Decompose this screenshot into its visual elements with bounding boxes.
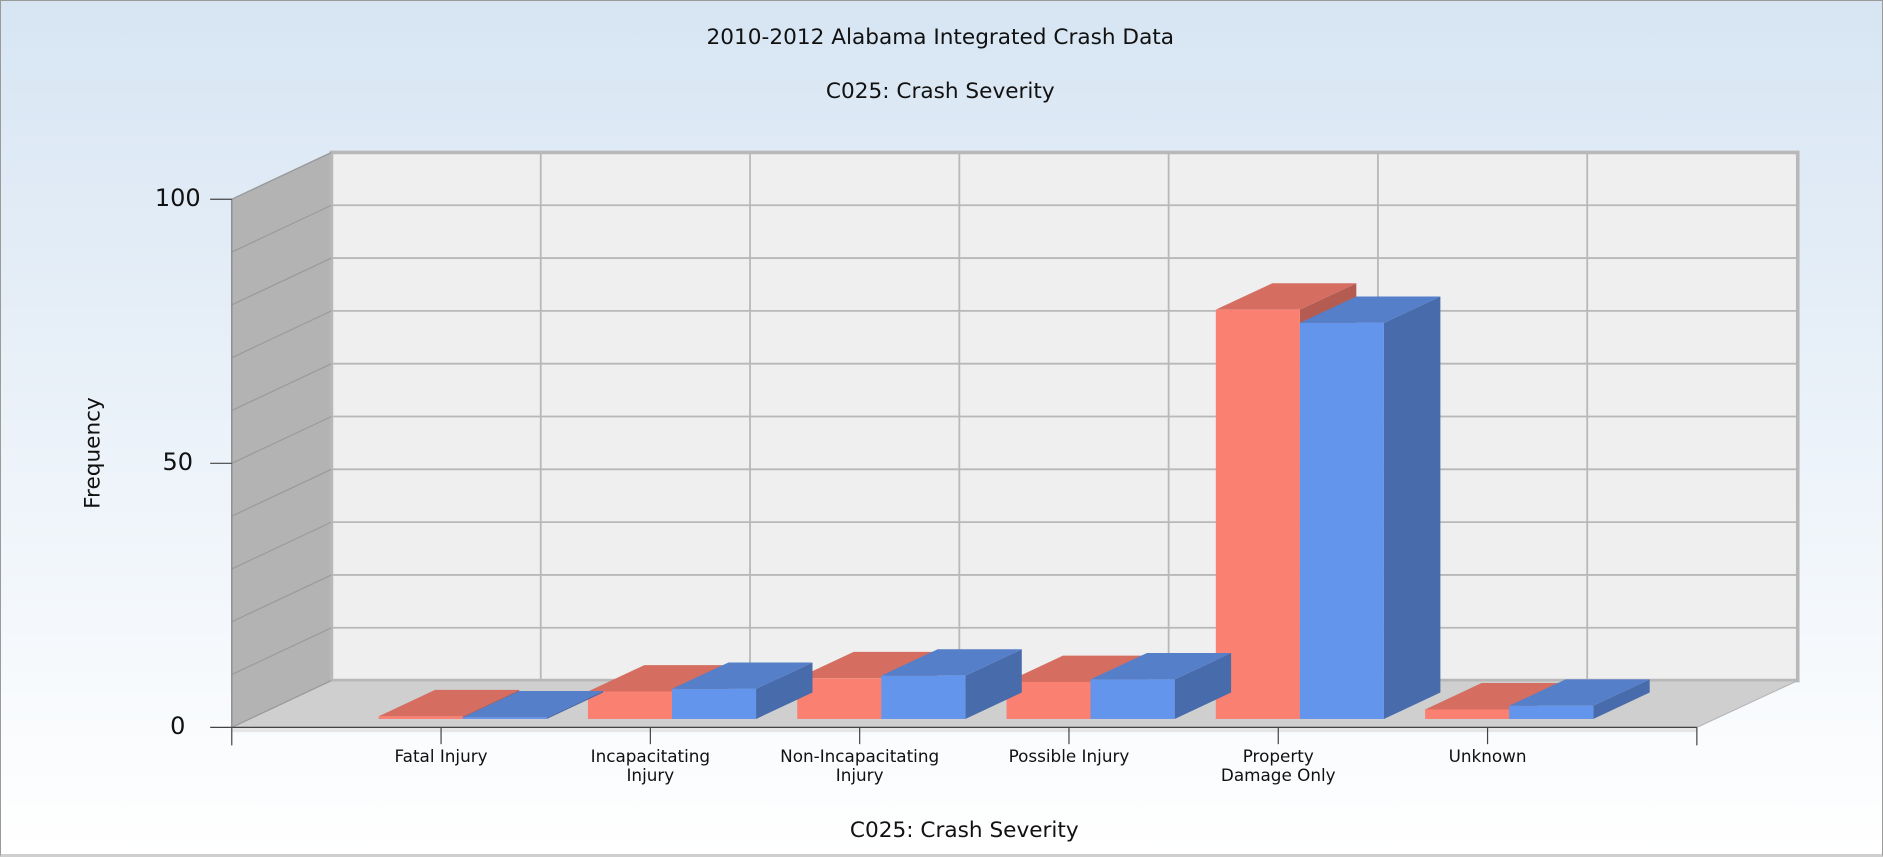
bar-front: [1215, 309, 1300, 719]
chart-title: 2010-2012 Alabama Integrated Crash Data: [706, 25, 1175, 51]
bar-side: [756, 662, 813, 719]
grid-line: [231, 468, 332, 517]
grid-line: [231, 521, 332, 570]
bar-front: [881, 675, 966, 719]
x-tick-label: Fatal Injury: [394, 745, 488, 766]
chart-subtitle: C025: Crash Severity: [825, 79, 1055, 105]
bar-top: [462, 690, 604, 718]
bar: [671, 662, 813, 719]
grid-line: [231, 363, 332, 412]
y-axis-label: Frequency: [80, 396, 106, 509]
bar-front: [671, 688, 757, 719]
grid-line: [231, 627, 332, 676]
bar-front: [1509, 705, 1594, 719]
x-tick-label: Non-Incapacitating Injury: [780, 745, 940, 786]
bar-front: [1299, 322, 1384, 719]
x-tick-label: Possible Injury: [1008, 745, 1130, 766]
grid-line: [231, 151, 332, 200]
bar-top: [1299, 296, 1441, 323]
grid-line: [231, 680, 332, 728]
bar-front: [462, 717, 547, 719]
grid-line: [231, 310, 332, 359]
bar-front: [1090, 679, 1175, 719]
bar: [1090, 652, 1232, 719]
bar-side: [546, 690, 604, 719]
floor-edge: [231, 727, 1697, 733]
bar-top: [671, 662, 813, 689]
x-tick-label: Unknown: [1448, 745, 1527, 766]
bar-side: [1593, 679, 1650, 719]
grid-line: [231, 257, 332, 306]
x-axis-label: C025: Crash Severity: [849, 818, 1079, 843]
bar-top: [587, 665, 729, 692]
bar-front: [1425, 709, 1510, 719]
grid-line: [231, 415, 332, 464]
y-tick-label: 0: [170, 712, 186, 741]
bar-top: [1215, 283, 1357, 310]
bar-top: [1509, 679, 1650, 706]
bar-top: [1006, 655, 1148, 682]
y-tick-label: 100: [154, 183, 201, 212]
grid-line: [231, 204, 332, 253]
bar-top: [1425, 683, 1566, 710]
bar-side: [1383, 296, 1441, 719]
x-tick-label: Incapacitating Injury: [590, 745, 711, 786]
bar: [1509, 679, 1650, 719]
y-tick-label: 50: [162, 448, 193, 477]
bar: [462, 690, 604, 719]
grid-line: [231, 574, 332, 623]
bar-top: [1090, 652, 1232, 680]
bar: [881, 649, 1022, 719]
bar-side: [965, 649, 1022, 719]
bar-front: [587, 691, 672, 719]
bar-side: [1174, 652, 1232, 719]
bar-top: [797, 651, 938, 679]
bar: [1299, 296, 1441, 719]
bar-top: [378, 689, 520, 717]
bar-top: [881, 649, 1022, 676]
x-tick-label: Property Damage Only: [1220, 745, 1336, 786]
bar-front: [378, 716, 463, 719]
